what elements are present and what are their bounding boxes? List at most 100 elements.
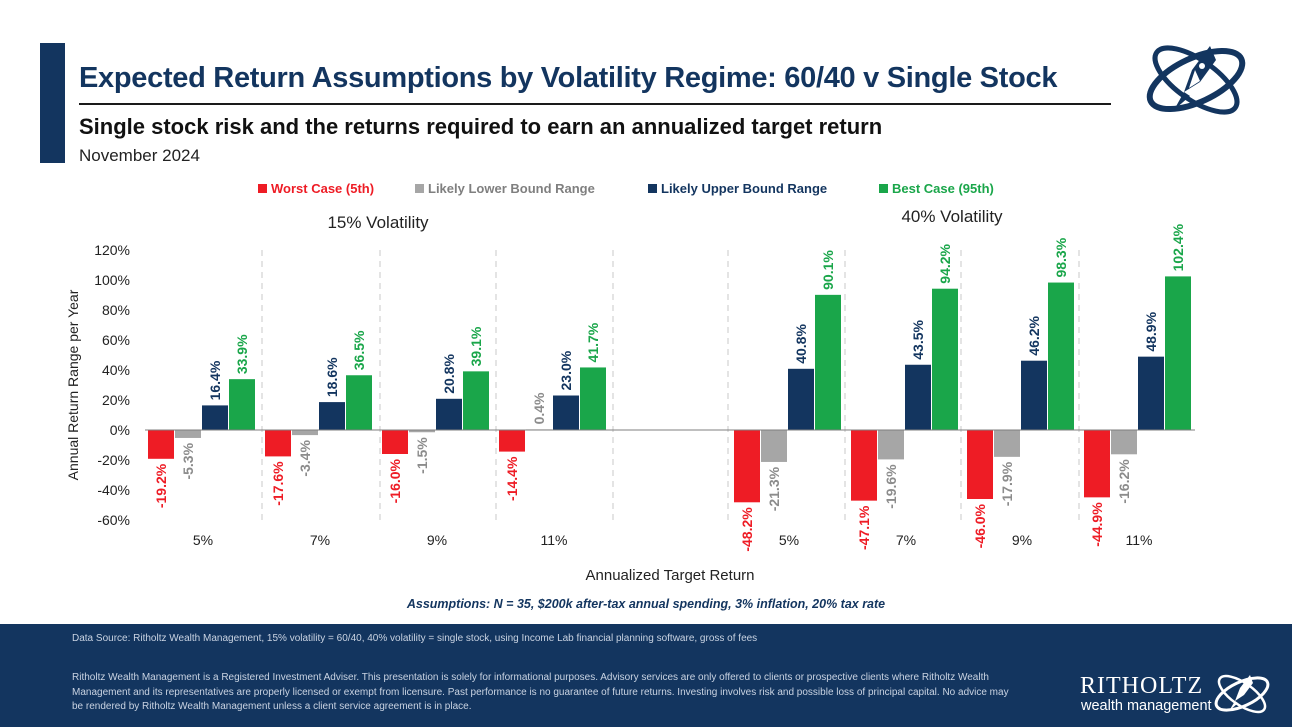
y-axis: 120% 100% 80% 60% 40% 20% 0% -20% -40% -60% Annual…	[65, 242, 130, 528]
brand-name: RITHOLTZ	[1080, 673, 1204, 699]
x-axis: 5% 7% 9% 11% 5% 7% 9% 11% Annualized Target Retu…	[145, 429, 1195, 584]
legend-label-lower: Likely Lower Bound Range	[428, 181, 595, 196]
bar-worst	[734, 430, 760, 503]
y-tick-label: 100%	[94, 272, 130, 288]
rocket-orbit-logo-icon	[1146, 45, 1246, 115]
data-label-upper: 20.8%	[441, 354, 457, 394]
page-title: Expected Return Assumptions by Volatilit…	[79, 62, 1058, 94]
bar-lower	[1111, 430, 1137, 455]
data-label-lower: -19.6%	[883, 464, 899, 509]
category-separators	[261, 250, 1080, 520]
volatility-group-labels: 15% Volatility 40% Volatility	[327, 207, 1003, 232]
rocket-orbit-logo-icon	[1214, 674, 1270, 714]
bar-upper	[436, 398, 462, 430]
data-label-worst: -16.0%	[387, 458, 403, 503]
bar-best	[229, 379, 255, 430]
bar-upper	[1138, 356, 1164, 430]
bar-lower	[292, 430, 318, 436]
bar-best	[463, 371, 489, 430]
bar-worst	[851, 430, 877, 501]
bar-upper	[553, 395, 579, 430]
return-range-chart: Worst Case (5th) Likely Lower Bound Range…	[65, 181, 1195, 584]
data-label-worst: -19.2%	[153, 463, 169, 508]
x-tick-label: 11%	[541, 532, 568, 548]
bar-best	[1048, 282, 1074, 430]
bar-worst	[1084, 430, 1110, 498]
data-label-best: 41.7%	[585, 322, 601, 362]
y-tick-label: -20%	[97, 452, 130, 468]
y-tick-label: 80%	[102, 302, 130, 318]
bar-lower	[409, 430, 435, 433]
page-subtitle: Single stock risk and the returns requir…	[79, 114, 883, 139]
legend-swatch-best	[879, 184, 888, 193]
x-tick-label: 5%	[779, 532, 799, 548]
data-label-upper: 46.2%	[1026, 315, 1042, 355]
assumptions-note: Assumptions: N = 35, $200k after-tax ann…	[406, 597, 886, 611]
bar-lower	[175, 430, 201, 438]
title-accent-bar	[40, 43, 65, 163]
data-label-upper: 16.4%	[207, 360, 223, 400]
legend-label-worst: Worst Case (5th)	[271, 181, 374, 196]
bar-upper	[905, 364, 931, 430]
bar-series	[148, 276, 1191, 503]
y-tick-label: -40%	[97, 482, 130, 498]
legend-label-upper: Likely Upper Bound Range	[661, 181, 827, 196]
chart-legend: Worst Case (5th) Likely Lower Bound Range…	[258, 181, 994, 196]
y-tick-label: 0%	[110, 422, 130, 438]
data-label-lower: -3.4%	[297, 440, 313, 477]
y-tick-label: 20%	[102, 392, 130, 408]
legal-disclaimer: Ritholtz Wealth Management is a Register…	[72, 672, 1009, 712]
data-label-upper: 18.6%	[324, 357, 340, 397]
bar-best	[1165, 276, 1191, 430]
data-label-best: 94.2%	[937, 243, 953, 283]
data-label-lower: -21.3%	[766, 466, 782, 511]
bar-upper	[319, 402, 345, 430]
group-label-single-stock: 40% Volatility	[901, 207, 1003, 226]
group-label-sixty-forty: 15% Volatility	[327, 213, 429, 232]
x-tick-label: 9%	[1012, 532, 1032, 548]
bar-best	[580, 367, 606, 430]
brand-tagline: wealth management	[1081, 698, 1212, 714]
x-tick-label: 9%	[427, 532, 447, 548]
bar-upper	[788, 368, 814, 430]
title-divider	[79, 103, 1111, 105]
bar-best	[815, 294, 841, 430]
data-label-worst: -48.2%	[739, 507, 755, 552]
data-labels: -19.2% -5.3% 16.4% 33.9% -17.6% -3.4% 18.6% 36.…	[153, 223, 1186, 551]
bar-best	[346, 375, 372, 430]
data-label-worst: -47.1%	[856, 505, 872, 550]
data-label-lower: -1.5%	[414, 437, 430, 474]
legend-swatch-worst	[258, 184, 267, 193]
x-axis-title: Annualized Target Return	[586, 567, 755, 584]
data-label-worst: -46.0%	[972, 503, 988, 548]
legend-label-best: Best Case (95th)	[892, 181, 994, 196]
legend-swatch-lower	[415, 184, 424, 193]
data-label-worst: -14.4%	[504, 456, 520, 501]
legend-swatch-upper	[648, 184, 657, 193]
y-tick-label: 40%	[102, 362, 130, 378]
bar-best	[932, 288, 958, 430]
bar-lower	[761, 430, 787, 462]
x-tick-label: 11%	[1126, 532, 1153, 548]
bar-upper	[202, 405, 228, 430]
footer: Data Source: Ritholtz Wealth Management,…	[0, 624, 1292, 727]
y-tick-label: -60%	[97, 512, 130, 528]
data-label-lower: -17.9%	[999, 461, 1015, 506]
data-label-upper: 23.0%	[558, 350, 574, 390]
bar-worst	[499, 430, 525, 452]
bar-lower	[994, 430, 1020, 457]
data-label-worst: -44.9%	[1089, 502, 1105, 547]
data-label-upper: 48.9%	[1143, 311, 1159, 351]
y-axis-title: Annual Return Range per Year	[65, 289, 81, 480]
bar-lower	[878, 430, 904, 460]
data-label-best: 33.9%	[234, 334, 250, 374]
x-tick-label: 5%	[193, 532, 213, 548]
data-label-lower: -16.2%	[1116, 459, 1132, 504]
y-tick-label: 120%	[94, 242, 130, 258]
data-source-note: Data Source: Ritholtz Wealth Management,…	[72, 633, 758, 644]
data-label-best: 98.3%	[1053, 237, 1069, 277]
bar-upper	[1021, 360, 1047, 430]
y-tick-label: 60%	[102, 332, 130, 348]
x-tick-label: 7%	[896, 532, 916, 548]
bar-worst	[148, 430, 174, 459]
